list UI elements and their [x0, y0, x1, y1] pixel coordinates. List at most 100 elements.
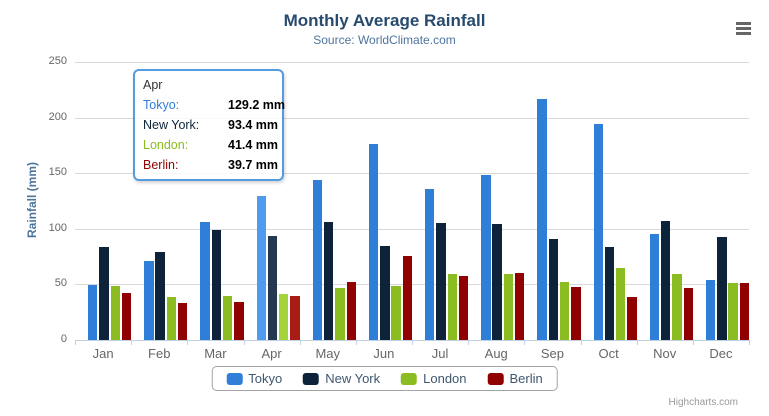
column-new-york-dec[interactable] — [717, 237, 727, 340]
hamburger-icon — [735, 26, 751, 30]
y-axis-label: 250 — [48, 55, 67, 67]
column-london-feb[interactable] — [166, 296, 177, 340]
column-berlin-jan[interactable] — [121, 292, 132, 340]
x-axis-label: Feb — [148, 346, 171, 361]
column-berlin-feb[interactable] — [178, 303, 188, 340]
column-new-york-mar[interactable] — [211, 230, 222, 340]
column-tokyo-dec[interactable] — [705, 279, 716, 340]
tooltip-value: 93.4 mm — [228, 118, 279, 132]
tooltip-value: 129.2 mm — [228, 98, 285, 112]
x-axis-label: Apr — [261, 346, 282, 361]
legend-item-tokyo[interactable]: Tokyo — [226, 371, 282, 386]
x-axis-tick — [75, 340, 76, 345]
legend-item-new-york[interactable]: New York — [303, 371, 380, 386]
legend-swatch — [401, 372, 418, 385]
column-tokyo-apr[interactable] — [256, 196, 266, 340]
tooltip-row: New York: 93.4 mm — [143, 115, 278, 135]
x-axis-tick — [749, 340, 750, 345]
tooltip-series-label: Tokyo: — [143, 98, 180, 112]
x-axis-tick — [524, 340, 526, 345]
column-london-may[interactable] — [335, 287, 345, 340]
column-tokyo-aug[interactable] — [481, 174, 491, 340]
column-berlin-jul[interactable] — [458, 276, 469, 340]
column-london-jun[interactable] — [391, 286, 401, 340]
x-axis-tick — [692, 340, 694, 345]
column-london-nov[interactable] — [672, 274, 682, 340]
y-axis-title: Rainfall (mm) — [25, 162, 39, 239]
legend-item-london[interactable]: London — [401, 371, 467, 386]
x-axis-label: May — [315, 346, 341, 361]
column-london-aug[interactable] — [503, 273, 514, 340]
column-tokyo-nov[interactable] — [649, 233, 660, 340]
legend-swatch — [487, 372, 504, 385]
column-berlin-jun[interactable] — [402, 256, 413, 340]
gridline — [75, 228, 749, 230]
column-new-york-jul[interactable] — [436, 223, 446, 340]
gridline — [75, 173, 749, 175]
column-london-oct[interactable] — [616, 267, 626, 340]
legend-swatch — [226, 372, 243, 385]
x-axis-label: Jul — [431, 346, 449, 361]
column-new-york-apr[interactable] — [267, 236, 278, 340]
column-berlin-nov[interactable] — [683, 287, 693, 340]
column-tokyo-jan[interactable] — [88, 284, 98, 340]
column-tokyo-jun[interactable] — [368, 144, 379, 340]
column-london-mar[interactable] — [222, 296, 233, 340]
column-berlin-aug[interactable] — [515, 272, 525, 340]
chart-subtitle: Source: WorldClimate.com — [313, 33, 456, 47]
column-new-york-jun[interactable] — [380, 246, 390, 340]
column-london-dec[interactable] — [728, 283, 738, 340]
x-axis-tick — [468, 340, 470, 345]
x-axis-tick — [299, 340, 301, 345]
column-berlin-mar[interactable] — [234, 301, 244, 340]
column-berlin-dec[interactable] — [739, 283, 750, 340]
column-tokyo-feb[interactable] — [144, 260, 154, 340]
y-axis-label: 100 — [48, 221, 67, 234]
column-tokyo-may[interactable] — [312, 179, 323, 340]
column-new-york-nov[interactable] — [660, 221, 671, 340]
column-new-york-oct[interactable] — [604, 247, 615, 340]
column-new-york-jan[interactable] — [99, 247, 109, 340]
column-berlin-apr[interactable] — [290, 295, 300, 340]
legend: Tokyo New York London Berlin — [211, 366, 558, 391]
column-tokyo-sep[interactable] — [537, 99, 547, 340]
column-london-jul[interactable] — [447, 274, 457, 340]
legend-item-label: London — [423, 371, 467, 386]
column-berlin-oct[interactable] — [627, 296, 637, 340]
column-london-jan[interactable] — [110, 285, 120, 340]
x-axis-tick — [636, 340, 638, 345]
column-tokyo-mar[interactable] — [200, 221, 210, 340]
x-axis-tick — [243, 340, 245, 345]
legend-item-berlin[interactable]: Berlin — [487, 371, 543, 386]
legend-item-label: Tokyo — [248, 371, 283, 386]
gridline — [75, 62, 749, 63]
column-new-york-aug[interactable] — [492, 224, 502, 340]
x-axis-label: Oct — [598, 346, 619, 361]
column-berlin-may[interactable] — [346, 281, 356, 340]
y-axis-label: 0 — [60, 333, 67, 345]
column-london-sep[interactable] — [559, 281, 570, 340]
tooltip-rows: Tokyo: 129.2 mm New York: 93.4 mm London: 41.… — [143, 95, 285, 175]
column-berlin-sep[interactable] — [571, 287, 581, 340]
column-new-york-may[interactable] — [323, 222, 334, 340]
plot-area — [75, 62, 750, 341]
column-tokyo-jul[interactable] — [425, 189, 435, 340]
tooltip-series-label: London: — [143, 138, 189, 152]
chart-title: Monthly Average Rainfall — [283, 11, 486, 30]
x-axis-label: Dec — [709, 346, 733, 361]
x-axis-label: Nov — [653, 346, 677, 361]
column-new-york-sep[interactable] — [548, 238, 559, 340]
legend-item-label: New York — [325, 371, 381, 386]
x-axis-label: Aug — [484, 346, 508, 361]
credits-link[interactable]: Highcharts.com — [668, 397, 738, 408]
x-axis-label: Mar — [204, 346, 227, 361]
tooltip-series-label: New York: — [143, 118, 200, 132]
x-axis-tick — [131, 340, 133, 345]
x-axis-label: Jun — [373, 346, 395, 361]
context-menu-button[interactable] — [732, 19, 754, 37]
column-tokyo-oct[interactable] — [593, 124, 603, 340]
x-axis-tick — [187, 340, 189, 345]
column-new-york-feb[interactable] — [155, 252, 165, 340]
column-london-apr[interactable] — [279, 293, 289, 340]
